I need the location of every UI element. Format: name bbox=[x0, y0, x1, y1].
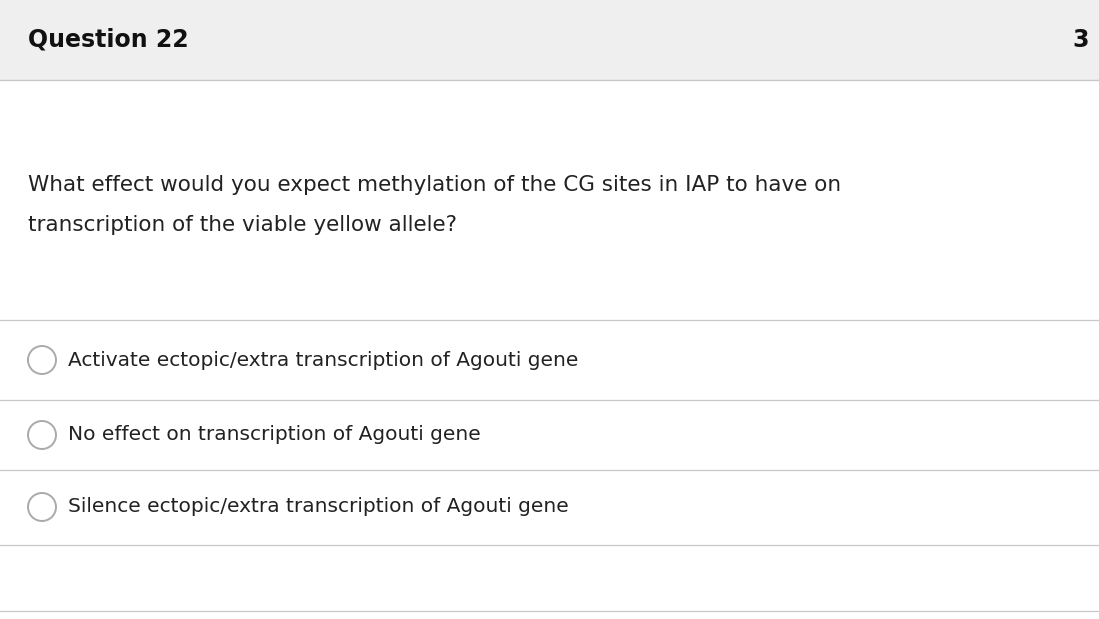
Text: No effect on transcription of Agouti gene: No effect on transcription of Agouti gen… bbox=[68, 425, 480, 444]
Text: transcription of the viable yellow allele?: transcription of the viable yellow allel… bbox=[27, 215, 457, 235]
Text: 3: 3 bbox=[1073, 28, 1089, 52]
Text: What effect would you expect methylation of the CG sites in IAP to have on: What effect would you expect methylation… bbox=[27, 175, 841, 195]
Bar bbox=[0, 0, 1099, 80]
Text: Question 22: Question 22 bbox=[27, 28, 189, 52]
Text: Activate ectopic/extra transcription of Agouti gene: Activate ectopic/extra transcription of … bbox=[68, 350, 578, 370]
Text: Silence ectopic/extra transcription of Agouti gene: Silence ectopic/extra transcription of A… bbox=[68, 498, 569, 516]
